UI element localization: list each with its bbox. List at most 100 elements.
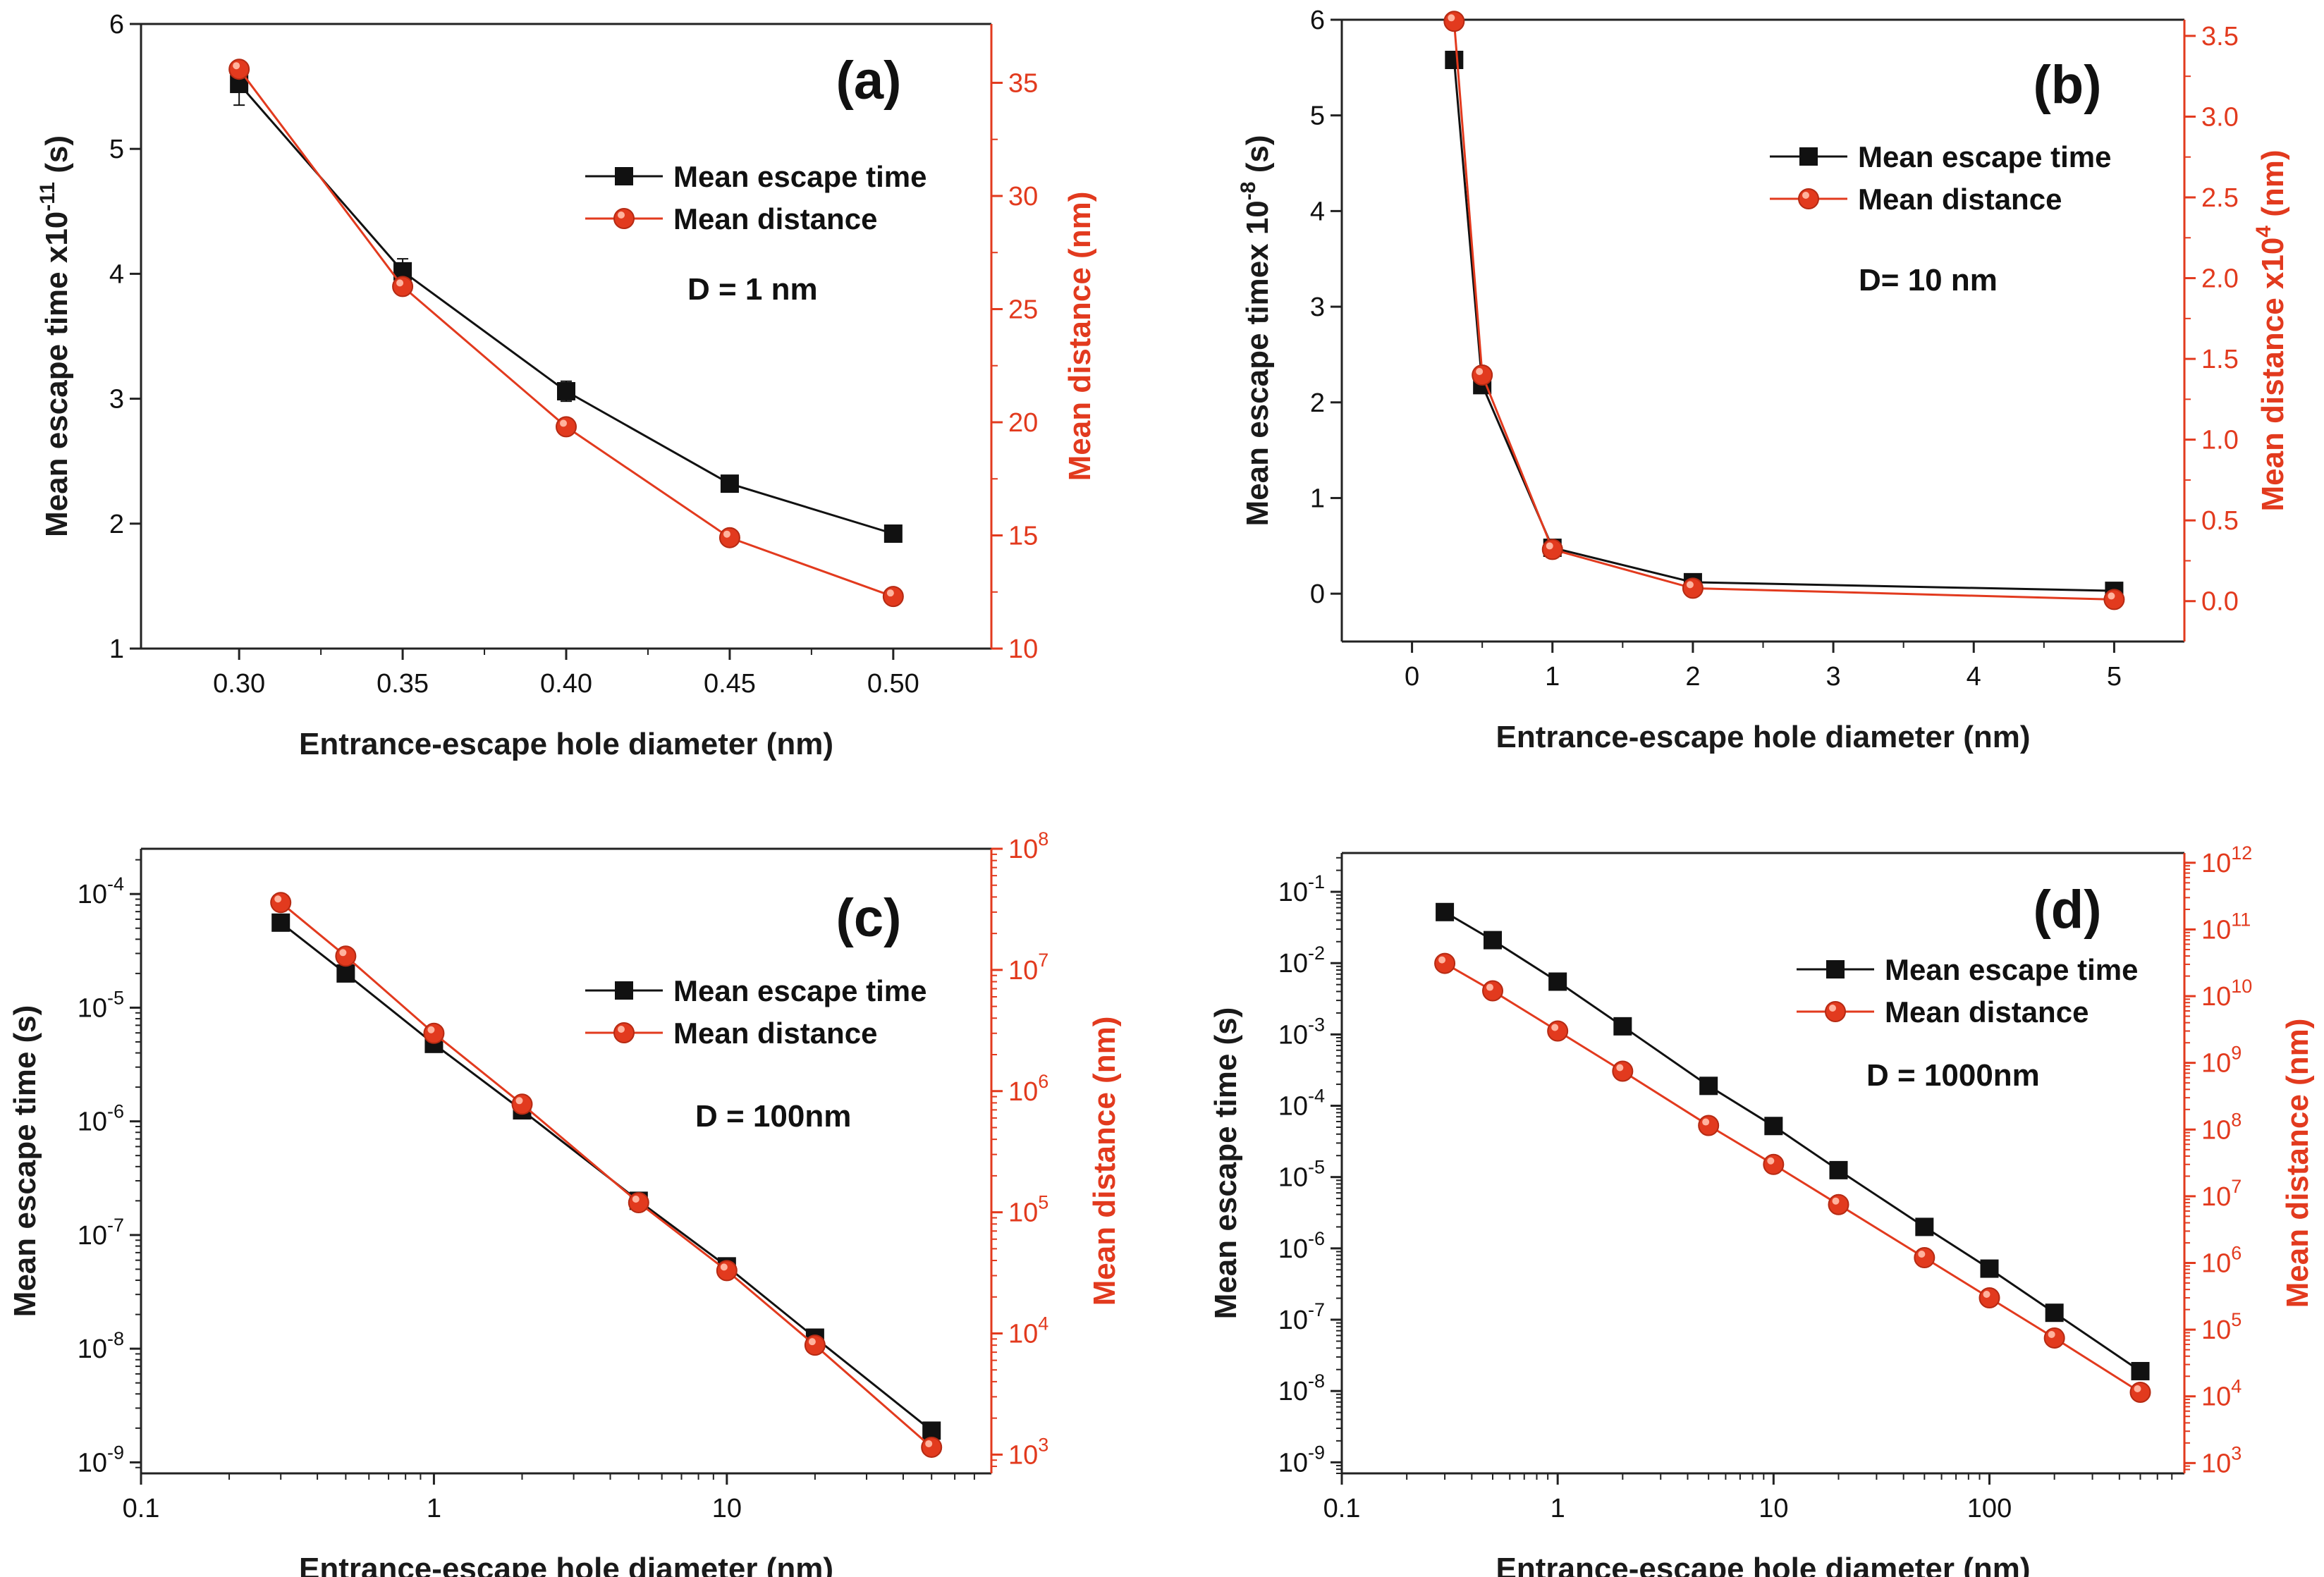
y2-tick-label: 106: [2201, 1243, 2242, 1279]
distance-data-point: [716, 1260, 738, 1282]
time-data-point: [557, 381, 575, 400]
x-tick-label: 1: [1545, 662, 1560, 692]
time-data-point: [271, 913, 290, 932]
tick-base: 10: [2201, 1182, 2231, 1212]
y-tick-label: 10-7: [78, 1215, 124, 1251]
time-data-point: [883, 524, 903, 543]
distance-data-point: [2103, 589, 2125, 610]
x-axis-title: Entrance-escape hole diameter (nm): [1496, 1552, 2030, 1577]
tick-base: 10: [1278, 878, 1308, 907]
tick-base: 10: [78, 993, 107, 1023]
time-data-point: [1829, 1160, 1848, 1179]
tick-exponent: 3: [2231, 1442, 2242, 1464]
tick-exponent: 3: [1038, 1434, 1048, 1455]
y2-tick-label: 107: [1008, 950, 1048, 986]
x-tick-label: 1: [1551, 1494, 1565, 1523]
tick-exponent: 6: [1038, 1071, 1048, 1092]
time-data-point: [2131, 1361, 2150, 1380]
y2-tick-label: 108: [2201, 1109, 2242, 1145]
y2-tick-label: 104: [2201, 1376, 2242, 1412]
tick-exponent: 5: [2231, 1309, 2242, 1330]
y-title-main: Mean escape time (s): [8, 1005, 42, 1318]
marker-highlight: [339, 949, 347, 957]
x-tick-label: 5: [2107, 662, 2122, 692]
y2-tick-label: 15: [1008, 521, 1038, 551]
marker-highlight: [233, 62, 240, 70]
tick-exponent: -7: [107, 1215, 124, 1236]
tick-base: 10: [78, 1107, 107, 1137]
x-tick-label: 0.40: [540, 669, 592, 699]
time-data-point: [2045, 1303, 2064, 1323]
tick-base: 10: [78, 880, 107, 909]
tick-exponent: 7: [1038, 950, 1048, 971]
y-tick-label: 5: [1310, 102, 1325, 131]
marker-highlight: [720, 1263, 728, 1271]
legend-time-marker: [615, 167, 633, 185]
distance-data-point: [1482, 980, 1504, 1002]
distance-series-line: [1452, 21, 2115, 601]
y2-tick-label: 3.5: [2201, 22, 2239, 51]
legend-time-label: Mean escape time: [1858, 140, 2112, 173]
tick-exponent: -4: [107, 873, 124, 895]
distance-data-point: [1541, 539, 1563, 560]
tick-exponent: -6: [1308, 1228, 1325, 1249]
distance-series-line: [280, 902, 933, 1449]
y-tick-label: 3: [109, 385, 124, 415]
tick-base: 10: [1008, 1320, 1038, 1349]
distance-series-line: [238, 68, 894, 598]
y2-tick-label: 10: [1008, 634, 1038, 664]
tick-base: 10: [78, 1221, 107, 1251]
distance-data-point: [556, 416, 577, 438]
y-axis-title: Mean escape time x10-11 (s): [36, 135, 74, 537]
tick-exponent: 4: [2231, 1376, 2242, 1397]
marker-highlight: [1702, 1118, 1710, 1126]
distance-data-point: [392, 276, 414, 297]
y2-title-main: Mean distance (nm): [1087, 1017, 1122, 1306]
legend-distance-label: Mean distance: [1858, 183, 2062, 216]
time-data-point: [1436, 902, 1455, 921]
distance-data-point: [2043, 1327, 2065, 1349]
y2-axis-title: Mean distance x104 (nm): [2252, 149, 2290, 511]
distance-data-point: [1763, 1153, 1785, 1175]
tick-base: 10: [1278, 1448, 1308, 1478]
panel-label: (a): [836, 51, 902, 111]
x-tick-label: 0.1: [1323, 1494, 1361, 1523]
y2-tick-label: 103: [2201, 1442, 2242, 1478]
legend-distance-marker: [613, 208, 635, 229]
y2-tick-label: 1.5: [2201, 345, 2239, 374]
y2-tick-label: 109: [2201, 1043, 2242, 1079]
tick-base: 10: [1008, 835, 1038, 864]
y-tick-label: 5: [109, 135, 124, 164]
distance-data-point: [1547, 1020, 1569, 1042]
tick-exponent: 8: [1038, 828, 1048, 849]
marker-highlight: [396, 279, 404, 287]
panel-label: (d): [2033, 880, 2101, 940]
x-axis-title: Entrance-escape hole diameter (nm): [1496, 720, 2030, 754]
tick-exponent: 11: [2231, 909, 2251, 930]
legend-time-marker: [1799, 147, 1818, 166]
legend-marker-highlight: [618, 211, 625, 219]
y2-tick-label: 2.5: [2201, 183, 2239, 213]
time-data-point: [1548, 972, 1567, 991]
legend-marker-highlight: [1829, 1005, 1836, 1012]
tick-base: 10: [2201, 1382, 2231, 1412]
y-tick-label: 1: [109, 634, 124, 664]
x-tick-label: 0.50: [867, 669, 919, 699]
y2-tick-label: 2.0: [2201, 264, 2239, 294]
distance-data-point: [335, 945, 357, 967]
legend-distance-marker: [1798, 188, 1819, 209]
y-tick-label: 10-2: [1278, 943, 1325, 978]
y-tick-label: 2: [109, 510, 124, 539]
y2-tick-label: 103: [1008, 1434, 1048, 1470]
legend-time-marker: [615, 981, 633, 1000]
y-tick-label: 0: [1310, 579, 1325, 609]
tick-base: 10: [1278, 1092, 1308, 1122]
marker-highlight: [632, 1196, 640, 1203]
y-tick-label: 3: [1310, 293, 1325, 322]
y-tick-label: 4: [1310, 197, 1325, 226]
y2-title-main: Mean distance x10: [2256, 238, 2290, 512]
chart-panel: 0.1 1 10 10010-910-810-710-610-510-410-310-…: [1209, 842, 2315, 1577]
distance-data-point: [718, 527, 740, 548]
tick-base: 10: [78, 1448, 107, 1478]
y2-axis-title: Mean distance (nm): [2280, 1019, 2315, 1308]
